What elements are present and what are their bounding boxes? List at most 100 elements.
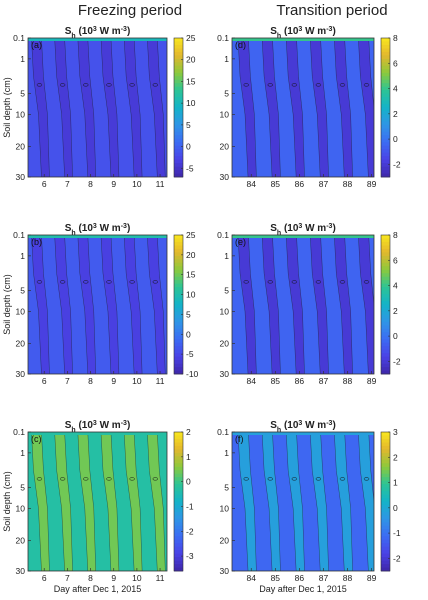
x-tick-label-6: 6 xyxy=(42,376,47,386)
panel-title-part-2: (10 xyxy=(76,26,94,37)
colorbar-tick-label--2: -2 xyxy=(393,553,401,563)
surface-strip xyxy=(232,432,374,435)
colorbar-cell xyxy=(381,283,390,288)
colorbar-frame-a xyxy=(173,37,184,178)
colorbar-cell xyxy=(174,72,183,77)
colorbar-cell xyxy=(381,152,390,157)
field-background xyxy=(28,38,167,177)
x-tick-label-8: 8 xyxy=(88,376,93,386)
colorbar-cell xyxy=(381,307,390,312)
colorbar-cell xyxy=(381,473,390,478)
x-tick-label-88: 88 xyxy=(343,573,353,583)
y-tick-label-0.1: 0.1 xyxy=(13,427,25,437)
colorbar-cell xyxy=(381,360,390,364)
colorbar-cell xyxy=(174,269,183,274)
colorbar-cell xyxy=(381,438,390,443)
colorbar-cell xyxy=(174,539,183,544)
colorbar-cell xyxy=(381,83,390,88)
colorbar-cell xyxy=(174,86,183,91)
colorbar-cell xyxy=(381,335,390,340)
colorbar-cell xyxy=(174,100,183,105)
panel-title-part-1: h xyxy=(71,230,75,237)
colorbar-cell xyxy=(174,339,183,344)
contour-label-8 xyxy=(83,280,89,284)
surface-strip xyxy=(28,38,167,41)
x-tick-label-89: 89 xyxy=(367,179,377,189)
y-tick-label-1: 1 xyxy=(20,448,25,458)
colorbar-cell xyxy=(381,44,390,49)
y-tick-label-5: 5 xyxy=(224,483,229,493)
colorbar-cell xyxy=(381,470,390,475)
colorbar-cell xyxy=(174,290,183,295)
colorbar-cell xyxy=(381,445,390,450)
colorbar-cell xyxy=(174,349,183,354)
contour-label-85 xyxy=(267,83,273,87)
colorbar-cell xyxy=(381,62,390,67)
x-tick-label-9: 9 xyxy=(111,573,116,583)
colorbar-cell xyxy=(174,83,183,88)
x-tick-label-9: 9 xyxy=(111,376,116,386)
panel-title-part-3: 3 xyxy=(93,420,97,427)
colorbar-cell xyxy=(381,93,390,98)
colorbar-cell xyxy=(381,543,390,548)
contour-label-88 xyxy=(339,280,346,284)
x-tick-label-88: 88 xyxy=(343,179,353,189)
colorbar-cell xyxy=(174,283,183,288)
colorbar-cell xyxy=(381,100,390,105)
panel-title-part-0: S xyxy=(270,26,277,37)
colorbar-cell xyxy=(174,508,183,513)
colorbar-tick-label-15: 15 xyxy=(186,76,196,86)
y-tick-label-10: 10 xyxy=(220,109,230,119)
panel-title-part-1: h xyxy=(71,427,75,434)
band-day-84 xyxy=(237,38,257,177)
colorbar-tick-label-1: 1 xyxy=(186,452,191,462)
colorbar-tick-label-6: 6 xyxy=(393,255,398,265)
field-background xyxy=(28,235,167,374)
colorbar-cell xyxy=(381,557,390,561)
colorbar-cell xyxy=(381,370,390,375)
colorbar-cell xyxy=(174,252,183,257)
band-day-10 xyxy=(123,432,143,571)
colorbar-cell xyxy=(174,131,183,136)
colorbar-cell xyxy=(381,553,390,558)
colorbar-cell xyxy=(174,515,183,520)
colorbar-tick-label-20: 20 xyxy=(186,55,196,65)
colorbar-tick-label-2: 2 xyxy=(393,109,398,119)
panel-title-b: Sh (103 W m-3) xyxy=(65,223,131,237)
panel-title-part-4: W m xyxy=(97,223,121,234)
colorbar-cell xyxy=(381,159,390,164)
colorbar-cell xyxy=(381,142,390,147)
colorbar-cell xyxy=(381,259,390,264)
colorbar-cell xyxy=(381,58,390,63)
contour-label-7 xyxy=(59,477,66,481)
colorbar-cell xyxy=(174,487,183,492)
colorbar-cell xyxy=(174,159,183,164)
x-tick-label-89: 89 xyxy=(367,573,377,583)
colorbar-cell xyxy=(381,321,390,326)
colorbar-cell xyxy=(174,567,183,572)
panel-title-part-6: ) xyxy=(127,420,130,431)
band-day-6 xyxy=(31,38,50,177)
colorbar-tick-label-10: 10 xyxy=(186,290,196,300)
colorbar-cell xyxy=(174,276,183,281)
colorbar-cell xyxy=(174,463,183,468)
colorbar-cell xyxy=(174,353,183,358)
colorbar-cell xyxy=(174,238,183,243)
colorbar-cell xyxy=(174,445,183,450)
colorbar-cell xyxy=(381,456,390,461)
band-group-c xyxy=(28,432,167,571)
colorbar-cell xyxy=(174,442,183,447)
y-tick-label-0.1: 0.1 xyxy=(217,427,229,437)
colorbar-cell xyxy=(381,525,390,530)
colorbar-cell xyxy=(381,38,390,42)
panel-title-part-4: W m xyxy=(97,26,121,37)
panel-title-part-3: 3 xyxy=(93,26,97,33)
colorbar-tick-label-2: 2 xyxy=(393,452,398,462)
colorbar-cell xyxy=(381,241,390,246)
panel-title-part-3: 3 xyxy=(93,223,97,230)
colorbar-cell xyxy=(381,508,390,513)
y-tick-label-30: 30 xyxy=(220,369,230,379)
x-tick-label-7: 7 xyxy=(65,376,70,386)
colorbar-cell xyxy=(174,360,183,364)
colorbar-cell xyxy=(174,255,183,260)
